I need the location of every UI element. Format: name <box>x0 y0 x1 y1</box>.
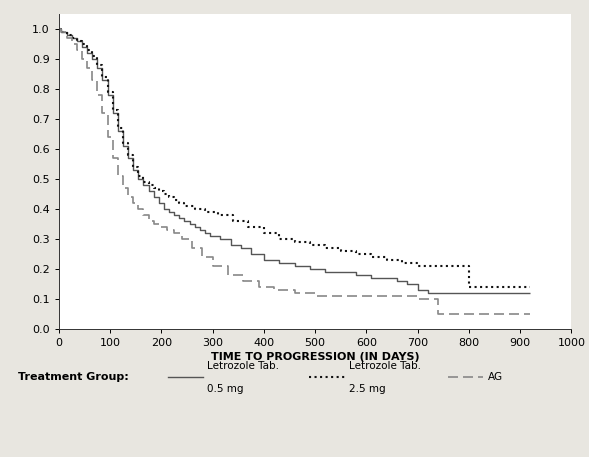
Text: Letrozole Tab.: Letrozole Tab. <box>207 361 279 371</box>
Text: Treatment Group:: Treatment Group: <box>18 372 128 382</box>
Text: 2.5 mg: 2.5 mg <box>349 384 385 394</box>
Text: AG: AG <box>488 372 503 382</box>
Text: 0.5 mg: 0.5 mg <box>207 384 244 394</box>
Text: Letrozole Tab.: Letrozole Tab. <box>349 361 421 371</box>
X-axis label: TIME TO PROGRESSION (IN DAYS): TIME TO PROGRESSION (IN DAYS) <box>211 352 419 362</box>
